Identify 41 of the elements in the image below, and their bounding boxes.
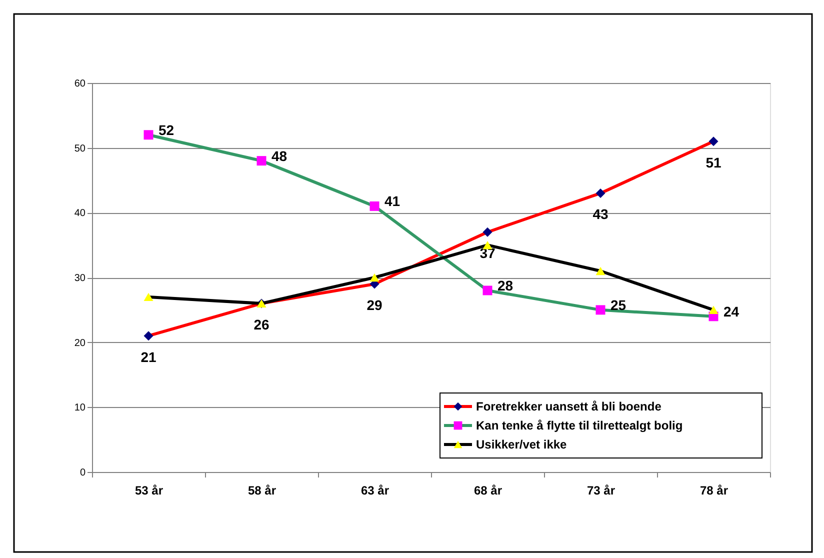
point <box>144 292 154 302</box>
y-tick-label: 50 <box>74 143 86 154</box>
legend-label: Usikker/vet ikke <box>476 438 568 452</box>
y-tick-label: 60 <box>74 78 86 90</box>
x-tick-label: 53 år <box>134 484 164 498</box>
data-label: 51 <box>706 154 722 170</box>
point <box>708 306 718 314</box>
data-label: 25 <box>610 296 626 313</box>
data-label: 28 <box>498 277 514 294</box>
x-tick-label: 68 år <box>474 484 502 498</box>
data-label: 24 <box>724 303 740 320</box>
point <box>596 188 606 198</box>
point <box>256 156 266 166</box>
data-label: 52 <box>158 122 174 138</box>
legend-label: Kan tenke å flytte til tilrettealgt bolig <box>476 418 683 432</box>
x-tick-label: 63 år <box>360 484 390 498</box>
data-label: 41 <box>384 193 400 210</box>
data-label: 37 <box>480 245 496 262</box>
x-tick-label: 78 år <box>700 484 728 498</box>
data-label: 29 <box>366 296 382 313</box>
data-label: 26 <box>254 316 270 332</box>
y-tick-label: 40 <box>74 208 86 220</box>
point <box>596 266 606 276</box>
point <box>144 331 154 341</box>
y-tick-label: 20 <box>74 338 86 349</box>
point <box>370 201 380 211</box>
point <box>596 305 606 315</box>
y-tick-label: 10 <box>74 402 86 414</box>
x-tick-label: 58 år <box>248 484 276 498</box>
point <box>708 136 718 146</box>
x-tick-label: 73 år <box>586 484 616 498</box>
legend-label: Foretrekker uansett å bli boende <box>476 400 662 414</box>
point <box>482 286 492 296</box>
point <box>482 227 492 237</box>
data-label: 48 <box>272 148 288 164</box>
data-label: 43 <box>592 206 608 222</box>
y-tick-label: 0 <box>80 468 86 478</box>
point <box>370 273 380 282</box>
data-label: 21 <box>140 348 156 365</box>
y-tick-label: 30 <box>74 273 86 284</box>
point <box>144 130 154 140</box>
